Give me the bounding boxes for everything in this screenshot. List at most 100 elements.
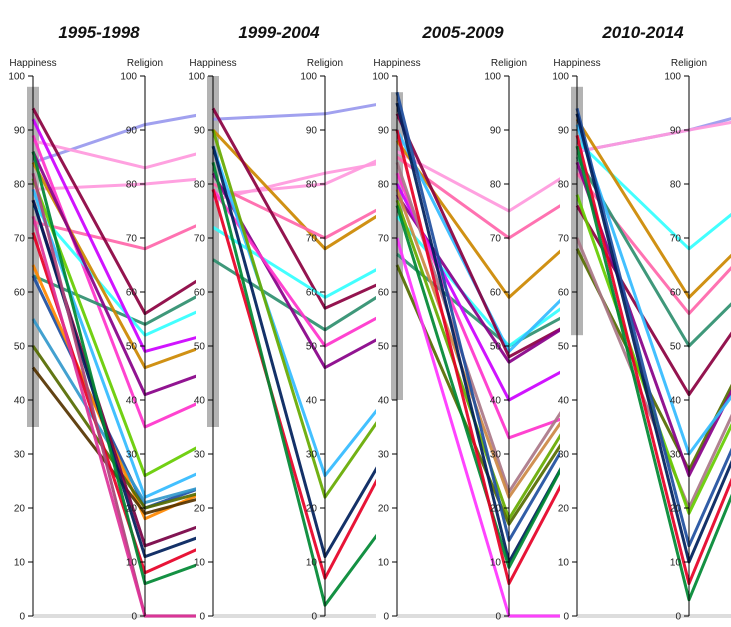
tick-label: 80	[194, 180, 206, 191]
panel-title: 2005-2009	[421, 23, 504, 42]
series-line-3	[211, 128, 376, 251]
tick-label: 100	[664, 72, 681, 83]
tick-label: 0	[311, 612, 317, 623]
tick-label: 60	[14, 288, 26, 299]
tick-label: 80	[490, 180, 502, 191]
series-group	[575, 108, 731, 602]
tick-label: 100	[300, 72, 317, 83]
tick-label: 0	[131, 612, 137, 623]
series-line-22	[31, 172, 196, 618]
happiness-axis: Happiness 0 10 20 30 40 50 60 70 80 90 100	[188, 58, 236, 623]
baseline-strip	[33, 614, 196, 618]
series-line-2	[32, 177, 196, 191]
tick-label: 40	[378, 396, 390, 407]
tick-label: 90	[306, 126, 318, 137]
tick-label: 50	[194, 342, 206, 353]
tick-label: 100	[484, 72, 501, 83]
axis-label: Religion	[491, 58, 527, 69]
tick-label: 10	[126, 558, 138, 569]
tick-label: 30	[194, 450, 206, 461]
tick-label: 0	[383, 612, 389, 623]
tick-label: 40	[670, 396, 682, 407]
tick-label: 30	[306, 450, 318, 461]
tick-label: 90	[194, 126, 206, 137]
tick-label: 10	[14, 558, 26, 569]
tick-label: 60	[490, 288, 502, 299]
tick-label: 60	[194, 288, 206, 299]
tick-label: 50	[378, 342, 390, 353]
tick-label: 20	[126, 504, 138, 515]
series-line-2	[212, 162, 376, 202]
religion-axis: Religion 0 10 20 30 40 50 60 70 80 90 100	[484, 58, 527, 623]
tick-label: 60	[126, 288, 138, 299]
tick-label: 70	[194, 234, 206, 245]
series-group	[211, 103, 376, 607]
panel-1995-1998: 1995-1998Happiness0102030405060708090100…	[8, 23, 196, 623]
tick-label: 80	[126, 180, 138, 191]
tick-label: 50	[558, 342, 570, 353]
tick-label: 40	[126, 396, 138, 407]
tick-label: 60	[558, 288, 570, 299]
tick-label: 10	[306, 558, 318, 569]
series-line-0	[212, 103, 376, 121]
religion-axis: Religion 0 10 20 30 40 50 60 70 80 90 100	[664, 58, 707, 623]
tick-label: 0	[199, 612, 205, 623]
religion-axis: Religion 0 10 20 30 40 50 60 70 80 90 100	[120, 58, 163, 623]
tick-label: 50	[14, 342, 26, 353]
tick-label: 20	[194, 504, 206, 515]
series-group	[395, 91, 560, 618]
axis-label: Happiness	[553, 58, 600, 69]
tick-label: 0	[675, 612, 681, 623]
tick-label: 50	[490, 342, 502, 353]
tick-label: 30	[14, 450, 26, 461]
tick-label: 100	[8, 72, 25, 83]
tick-label: 20	[490, 504, 502, 515]
series-line-12	[211, 145, 376, 559]
happiness-axis: Happiness 0 10 20 30 40 50 60 70 80 90 100	[552, 58, 600, 623]
tick-label: 0	[563, 612, 569, 623]
tick-label: 30	[490, 450, 502, 461]
tick-label: 60	[670, 288, 682, 299]
series-line-5	[575, 156, 731, 348]
tick-label: 10	[194, 558, 206, 569]
tick-label: 60	[378, 288, 390, 299]
tick-label: 70	[378, 234, 390, 245]
panel-1999-2004: 1999-2004Happiness0102030405060708090100…	[188, 23, 376, 623]
tick-label: 70	[14, 234, 26, 245]
baseline-strip	[577, 614, 731, 618]
tick-label: 20	[670, 504, 682, 515]
tick-label: 30	[558, 450, 570, 461]
tick-label: 70	[306, 234, 318, 245]
tick-label: 90	[558, 126, 570, 137]
panel-title: 1999-2004	[238, 23, 320, 42]
tick-label: 80	[306, 180, 318, 191]
tick-label: 10	[378, 558, 390, 569]
tick-label: 90	[378, 126, 390, 137]
tick-label: 80	[558, 180, 570, 191]
tick-label: 90	[126, 126, 138, 137]
tick-label: 30	[126, 450, 138, 461]
tick-label: 0	[495, 612, 501, 623]
tick-label: 30	[378, 450, 390, 461]
tick-label: 10	[558, 558, 570, 569]
happiness-axis: Happiness 0 10 20 30 40 50 60 70 80 90 100	[372, 58, 420, 623]
tick-label: 90	[14, 126, 26, 137]
tick-label: 40	[306, 396, 318, 407]
tick-label: 100	[120, 72, 137, 83]
series-group	[31, 107, 196, 618]
tick-label: 20	[558, 504, 570, 515]
panel-title: 1995-1998	[58, 23, 140, 42]
tick-label: 40	[194, 396, 206, 407]
tick-label: 70	[558, 234, 570, 245]
tick-label: 70	[126, 234, 138, 245]
religion-axis: Religion 0 10 20 30 40 50 60 70 80 90 100	[300, 58, 343, 623]
panel-title: 2010-2014	[601, 23, 684, 42]
tick-label: 70	[670, 234, 682, 245]
tick-label: 100	[552, 72, 569, 83]
axis-label: Religion	[671, 58, 707, 69]
baseline-strip	[397, 614, 560, 618]
tick-label: 20	[14, 504, 26, 515]
tick-label: 80	[14, 180, 26, 191]
axis-label: Happiness	[189, 58, 236, 69]
